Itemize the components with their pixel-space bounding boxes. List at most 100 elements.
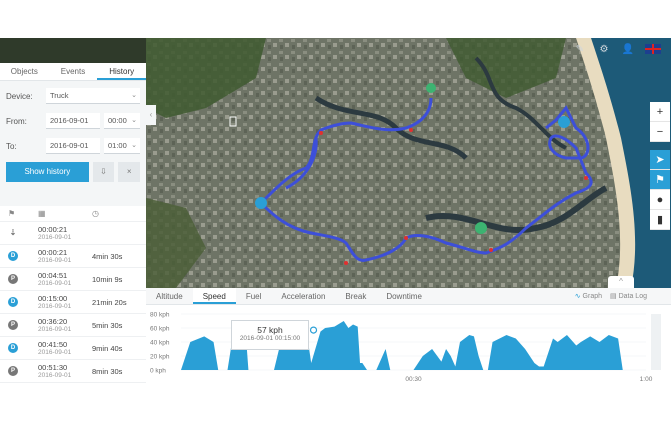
tab-events[interactable]: Events bbox=[60, 67, 86, 76]
list-item[interactable]: D 00:00:21 2016-09-01 4min 30s bbox=[0, 245, 146, 268]
zoom-in-button[interactable]: + bbox=[650, 102, 670, 122]
map-green-area bbox=[146, 38, 266, 118]
graph-label: Graph bbox=[582, 293, 603, 300]
calendar-icon: ▦ bbox=[38, 209, 46, 218]
stop-marker[interactable] bbox=[426, 83, 436, 93]
gear-icon[interactable]: ⚙ bbox=[599, 43, 609, 55]
uk-flag-icon[interactable] bbox=[645, 44, 661, 54]
from-time-value: 00:00 bbox=[108, 116, 127, 125]
tab-speed[interactable]: Speed bbox=[192, 288, 236, 304]
pin-icon[interactable]: ● bbox=[650, 190, 670, 210]
start-icon: ⇣ bbox=[9, 228, 17, 237]
to-date-input[interactable]: 2016-09-01 bbox=[46, 138, 100, 154]
event-time: 00:51:30 2016-09-01 bbox=[38, 363, 84, 379]
parking-marker[interactable] bbox=[255, 197, 267, 209]
speed-chart[interactable]: 80 kph 60 kph 40 kph 20 kph 0 kph 00:30 1:00 bbox=[146, 308, 671, 384]
route-icon[interactable]: ⚑ bbox=[650, 170, 670, 190]
list-item[interactable]: P 00:36:20 2016-09-01 5min 30s bbox=[0, 314, 146, 337]
to-label: To: bbox=[6, 141, 17, 151]
to-time-value: 01:00 bbox=[108, 141, 127, 150]
list-item[interactable]: D 00:41:50 2016-09-01 9min 40s bbox=[0, 337, 146, 360]
tooltip-value: 57 kph bbox=[257, 325, 283, 335]
event-time-value: 00:00:21 bbox=[38, 225, 68, 234]
history-form: Device: Truck ⌄ From: 2016-09-01 00:00 ⌄… bbox=[0, 81, 146, 206]
traffic-light-icon[interactable]: ▮ bbox=[650, 210, 670, 230]
chart-scroll-handle[interactable] bbox=[651, 314, 661, 370]
to-time-select[interactable]: 01:00 ⌄ bbox=[104, 138, 140, 154]
event-duration: 21min 20s bbox=[92, 297, 127, 307]
map-canvas[interactable] bbox=[146, 38, 671, 288]
panel-tabs: Objects Events History bbox=[0, 63, 147, 81]
route-line bbox=[259, 105, 593, 262]
collapse-bottom-chevron-icon[interactable]: ^ bbox=[608, 276, 634, 288]
show-history-button[interactable]: Show history bbox=[6, 162, 89, 182]
tab-break[interactable]: Break bbox=[345, 292, 367, 301]
navigate-icon[interactable]: ➤ bbox=[650, 150, 670, 170]
event-dot[interactable] bbox=[409, 128, 413, 132]
event-date-value: 2016-09-01 bbox=[38, 349, 72, 356]
chart-cursor-point[interactable] bbox=[309, 326, 318, 334]
event-dot[interactable] bbox=[404, 236, 408, 240]
vehicle-marker[interactable] bbox=[229, 116, 237, 127]
user-icon[interactable]: 👤 bbox=[621, 43, 635, 55]
tab-objects[interactable]: Objects bbox=[10, 67, 38, 76]
event-time: 00:04:51 2016-09-01 bbox=[38, 271, 84, 287]
from-time-select[interactable]: 00:00 ⌄ bbox=[104, 113, 140, 129]
event-dot[interactable] bbox=[319, 131, 323, 135]
bottom-panel: Altitude Speed Fuel Acceleration Break D… bbox=[146, 288, 671, 384]
top-bar bbox=[0, 0, 671, 38]
list-item[interactable]: ⇣ 00:00:21 2016-09-01 bbox=[0, 222, 146, 245]
drive-badge: D bbox=[8, 343, 18, 353]
park-badge: P bbox=[8, 274, 18, 284]
graph-toggle[interactable]: ∿ Graph bbox=[574, 293, 603, 300]
event-duration: 5min 30s bbox=[92, 320, 123, 330]
y-tick-label: 80 kph bbox=[150, 312, 170, 319]
list-item[interactable]: P 00:04:51 2016-09-01 10min 9s bbox=[0, 268, 146, 291]
map-river bbox=[314, 95, 468, 160]
zoom-out-button[interactable]: − bbox=[650, 122, 670, 142]
wrench-icon[interactable]: ✎ bbox=[575, 43, 585, 55]
chevron-down-icon: ⌄ bbox=[131, 117, 137, 124]
collapse-panel-chevron-icon[interactable]: ‹ bbox=[146, 105, 156, 125]
history-list: ⇣ 00:00:21 2016-09-01 D 00:00:21 2016-09-01 4m… bbox=[0, 222, 146, 383]
tab-altitude[interactable]: Altitude bbox=[156, 292, 183, 301]
flag-icon: ⚑ bbox=[8, 209, 16, 218]
event-date-value: 2016-09-01 bbox=[38, 372, 72, 379]
event-date-value: 2016-09-01 bbox=[38, 280, 72, 287]
event-time: 00:00:21 2016-09-01 bbox=[38, 225, 84, 241]
start-marker[interactable] bbox=[475, 222, 487, 234]
close-icon[interactable]: × bbox=[118, 162, 140, 182]
event-date-value: 2016-09-01 bbox=[38, 326, 72, 333]
tooltip-datetime: 2016-09-01 00:15:00 bbox=[239, 335, 301, 342]
y-tick-label: 40 kph bbox=[150, 340, 170, 347]
event-time-value: 00:51:30 bbox=[38, 363, 68, 372]
event-time: 00:41:50 2016-09-01 bbox=[38, 340, 84, 356]
park-badge: P bbox=[8, 366, 18, 376]
event-dot[interactable] bbox=[584, 176, 588, 180]
device-select[interactable]: Truck ⌄ bbox=[46, 88, 140, 104]
event-date-value: 2016-09-01 bbox=[38, 234, 72, 241]
map[interactable] bbox=[146, 38, 671, 288]
tab-history[interactable]: History bbox=[97, 63, 147, 80]
data-log-toggle[interactable]: ▤ Data Log bbox=[610, 293, 647, 300]
chart-tooltip: 57 kph 2016-09-01 00:15:00 bbox=[231, 320, 309, 350]
list-item[interactable]: D 00:15:00 2016-09-01 21min 20s bbox=[0, 291, 146, 314]
from-date-input[interactable]: 2016-09-01 bbox=[46, 113, 100, 129]
tab-downtime[interactable]: Downtime bbox=[386, 292, 422, 301]
y-tick-label: 20 kph bbox=[150, 354, 170, 361]
map-controls: + − ➤ ⚑ ● ▮ bbox=[650, 102, 670, 230]
parking-marker[interactable] bbox=[558, 116, 570, 128]
event-duration: 8min 30s bbox=[92, 366, 123, 376]
list-item[interactable]: P 00:51:30 2016-09-01 8min 30s bbox=[0, 360, 146, 383]
drive-badge: D bbox=[8, 251, 18, 261]
device-value: Truck bbox=[50, 91, 69, 100]
tab-fuel[interactable]: Fuel bbox=[245, 292, 262, 301]
x-tick-label: 00:30 bbox=[405, 376, 422, 383]
chevron-down-icon: ⌄ bbox=[131, 142, 137, 149]
tab-acceleration[interactable]: Acceleration bbox=[281, 292, 326, 301]
event-dot[interactable] bbox=[344, 261, 348, 265]
export-icon[interactable]: ⇩ bbox=[92, 162, 115, 182]
y-tick-label: 0 kph bbox=[150, 368, 166, 375]
chevron-down-icon: ⌄ bbox=[131, 92, 137, 99]
event-dot[interactable] bbox=[489, 248, 493, 252]
